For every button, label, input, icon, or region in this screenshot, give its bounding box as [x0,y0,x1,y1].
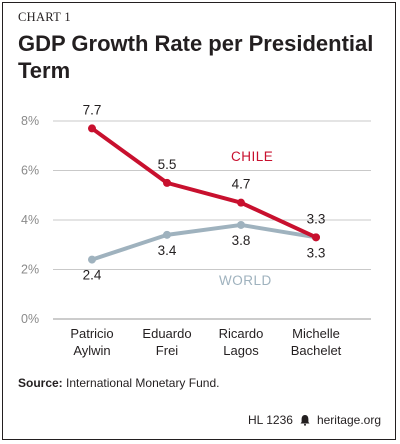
data-point-chile [237,198,245,207]
x-tick-label: Michelle Bachelet [291,326,342,358]
x-tick-label: Eduardo Frei [142,326,191,358]
x-tick-label-line: Frei [156,343,179,358]
line-chart: 0% 2% 4% 6% 8% Patricio Aylwin Eduardo Frei Rica… [21,102,371,358]
data-labels: 7.7 5.5 4.7 3.3 2.4 3.4 3.8 3.3 [83,102,326,282]
data-point-chile [312,233,320,242]
data-label-world: 3.3 [307,245,326,260]
x-tick-label: Ricardo Lagos [219,326,264,358]
y-tick-label: 0% [21,312,39,326]
data-label-chile: 4.7 [232,177,251,192]
site-name: heritage.org [316,413,381,427]
data-point-chile [163,178,171,187]
source-label: Source: [18,376,63,390]
x-tick-label-line: Lagos [223,343,259,358]
chart-card: CHART 1 GDP Growth Rate per Presidential… [2,2,396,440]
series-line-world [91,222,317,262]
source-note: Source: International Monetary Fund. [18,376,219,390]
x-tick-label-line: Patricio [70,326,113,341]
y-tick-label: 6% [21,164,39,178]
source-text: International Monetary Fund. [66,376,220,390]
report-code: HL 1236 [248,413,293,427]
series-layer [88,124,320,264]
x-tick-label-line: Aylwin [73,343,110,358]
data-label-chile: 5.5 [158,157,177,172]
data-label-world: 3.8 [232,233,251,248]
x-tick-label-line: Eduardo [142,326,191,341]
chart-title: GDP Growth Rate per Presidential Term [18,31,374,83]
x-tick-label-line: Ricardo [219,326,264,341]
liberty-bell-icon [300,415,310,426]
grid-layer [53,120,371,320]
y-tick-label: 4% [21,213,39,227]
y-tick-label: 8% [21,114,39,128]
data-point-world [88,255,96,264]
series-label-world: WORLD [219,273,272,288]
series-line-chile [90,126,317,240]
chart-kicker: CHART 1 [18,10,71,24]
data-label-world: 2.4 [83,268,102,283]
data-label-chile: 7.7 [83,102,102,117]
data-point-world [163,230,171,239]
series-label-chile: CHILE [231,149,273,164]
data-point-world [237,220,245,229]
y-tick-label: 2% [21,263,39,277]
y-tick-labels: 0% 2% 4% 6% 8% [21,114,39,326]
x-tick-labels: Patricio Aylwin Eduardo Frei Ricardo Lagos Mic… [70,326,341,358]
data-label-world: 3.4 [158,243,177,258]
footer: HL 1236 heritage.org [248,413,381,427]
data-label-chile: 3.3 [307,211,326,226]
x-tick-label: Patricio Aylwin [70,326,113,358]
x-tick-label-line: Michelle [292,326,340,341]
data-point-chile [88,124,96,133]
x-tick-label-line: Bachelet [291,343,342,358]
